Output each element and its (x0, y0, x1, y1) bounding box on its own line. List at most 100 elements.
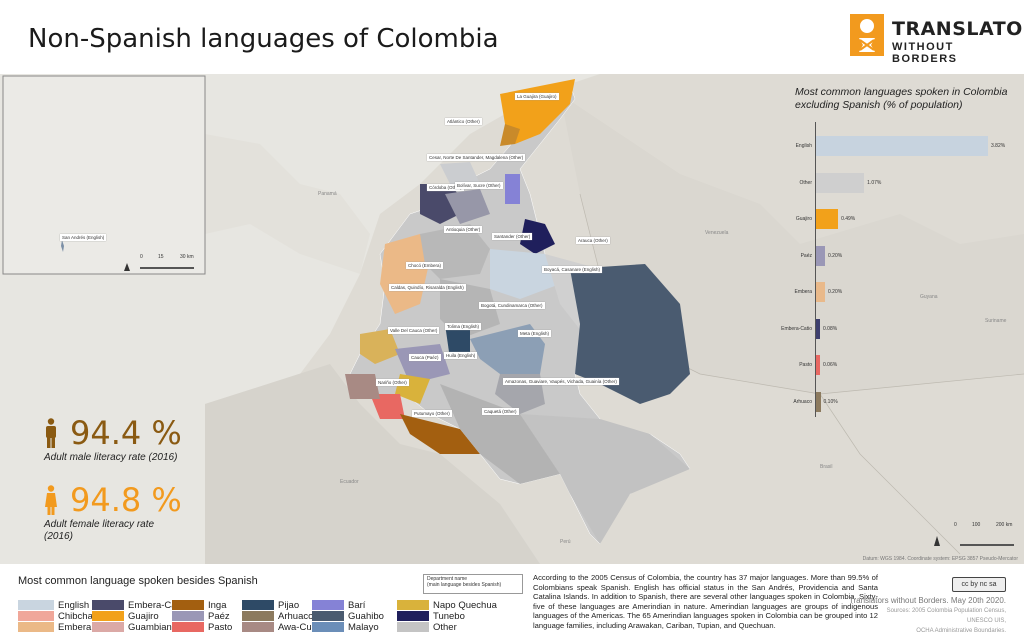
legend-item: Pijao (242, 600, 299, 611)
sources-line1: Sources: 2005 Colombia Population Census… (886, 608, 1006, 614)
legend-label: Chibcha (58, 611, 93, 622)
dept-label[interactable]: Tolima (English) (445, 323, 482, 330)
dept-label[interactable]: Atlántico (Other) (445, 118, 482, 125)
header: Non-Spanish languages of Colombia TRANSL… (0, 0, 1024, 74)
chart-axis (815, 122, 816, 417)
bar-value-label: 0.06% (823, 362, 838, 368)
logo-icon (850, 14, 884, 56)
dept-label[interactable]: Nariño (Other) (376, 379, 409, 386)
dept-label[interactable]: Cesar, Norte De Santander, Magdalena (Ot… (427, 154, 526, 161)
legend-item: Embera (18, 622, 92, 633)
bar[interactable] (816, 245, 825, 266)
dept-label[interactable]: Amazonas, Guaviare, Vaupés, Vichada, Gua… (503, 378, 619, 385)
credits: cc by nc sa Translators without Borders.… (849, 573, 1006, 635)
legend-swatch (312, 600, 344, 611)
legend-swatch (397, 622, 429, 633)
legend-swatch (92, 600, 124, 611)
sources-line2: UNESCO UIS, (966, 618, 1006, 624)
dept-label[interactable]: Putumayo (Other) (412, 410, 452, 417)
legend-key-line2: (main language besides Spanish) (427, 582, 502, 588)
legend-label: Awa-Cuaiquer (278, 622, 339, 633)
male-icon (46, 418, 56, 448)
legend-label: Embera (58, 622, 92, 633)
dept-label[interactable]: Arauca (Other) (576, 237, 610, 244)
legend-label: Malayo (348, 622, 379, 633)
bar-category-label: Paéz (800, 252, 812, 259)
legend-item: Guambiano (92, 622, 177, 633)
dept-label[interactable]: Córdoba (Other) (427, 184, 464, 191)
male-literacy-label: Adult male literacy rate (2016) (44, 452, 178, 463)
datum-text: Datum: WGS 1984. Coordinate system: EPSG… (862, 556, 1018, 562)
legend-title: Most common language spoken besides Span… (18, 575, 258, 587)
bar-category-label: Embera (794, 289, 812, 295)
page-title: Non-Spanish languages of Colombia (28, 24, 499, 54)
dept-label[interactable]: Santander (Other) (492, 233, 533, 240)
legend-key: Department name (main language besides S… (423, 574, 523, 594)
bar-category-label: Other (799, 179, 812, 186)
legend-item: Napo Quechua (397, 600, 497, 611)
legend-swatch (242, 600, 274, 611)
dept-label[interactable]: Caquetá (Other) (482, 408, 519, 415)
legend-swatch (18, 622, 54, 633)
bar[interactable] (816, 172, 865, 193)
dept-label[interactable]: Chocó (Embera) (406, 262, 444, 269)
legend-item: Barí (312, 600, 365, 611)
logo: TRANSLATORS WITHOUT BORDERS (850, 14, 1024, 65)
dept-label[interactable]: Cauca (Paéz) (409, 354, 441, 361)
bar[interactable] (816, 282, 825, 302)
sources-line3: OCHA Administrative Boundaries. (916, 628, 1006, 634)
legend-label: Other (433, 622, 457, 633)
bar-value-label: 0.20% (828, 252, 843, 259)
legend-label: Arhuaco (278, 611, 314, 622)
inset-scale-0: 0 (140, 254, 143, 260)
bar-category-label: Embera-Catio (781, 325, 812, 332)
dept-label[interactable]: La Guajira (Guajiro) (515, 93, 559, 100)
logo-subtext: WITHOUT BORDERS (892, 41, 958, 65)
map[interactable]: Venezuela Panamá Ecuador Perú Brasil Guy… (0, 74, 1024, 564)
country-label: Suriname (985, 318, 1007, 324)
bar-value-label: 0.10% (823, 398, 838, 405)
inset-scale-2: 30 km (180, 254, 194, 260)
bar-value-label: 1.07% (867, 179, 882, 186)
legend-item: Guajiro (92, 611, 159, 622)
bar-category-label: Pasto (799, 362, 812, 368)
legend-label: Guajiro (128, 611, 159, 622)
country-label: Guyana (920, 294, 938, 300)
bar[interactable] (816, 209, 839, 229)
bar[interactable] (816, 318, 820, 339)
bar[interactable] (816, 391, 821, 412)
dept-label[interactable]: Bogotá, Cundinamarca (Other) (479, 302, 545, 309)
dept-label[interactable]: Bolívar, Sucre (Other) (455, 182, 503, 189)
main-scale-2: 200 km (996, 522, 1013, 528)
dept-label[interactable]: Meta (English) (518, 330, 552, 337)
dept-label[interactable]: Valle Del Cauca (Other) (388, 327, 440, 334)
female-literacy-value: 94.8 % (70, 481, 182, 519)
bar-value-label: 0.20% (828, 289, 843, 295)
male-literacy-value: 94.4 % (70, 414, 182, 452)
bar-value-label: 0.49% (841, 216, 856, 222)
country-label: Perú (560, 539, 571, 545)
legend-label: Embera-Catio (128, 600, 187, 611)
legend-label: Inga (208, 600, 227, 611)
female-literacy-label: Adult female literacy rate (2016) (44, 519, 155, 542)
bar[interactable] (816, 355, 820, 375)
dept-label[interactable]: Caldas, Quindío, Risaralda (English) (389, 284, 466, 291)
main-scale-1: 100 (972, 522, 981, 528)
dept-label[interactable]: Huila (English) (444, 352, 478, 359)
inset-scale (124, 263, 194, 271)
legend-item: Guahibo (312, 611, 384, 622)
dept-label[interactable]: Antioquia (Other) (444, 226, 483, 233)
credit-line: Translators without Borders. May 20th 20… (848, 596, 1006, 605)
bar[interactable] (816, 136, 988, 156)
dept-label[interactable]: Boyacá, Casanare (English) (542, 266, 603, 273)
bar-category-label: English (795, 143, 812, 149)
main-scale (934, 536, 1014, 546)
legend-swatch (242, 622, 274, 633)
legend-item: Other (397, 622, 457, 633)
license-badge[interactable]: cc by nc sa (952, 577, 1006, 592)
legend-swatch (397, 611, 429, 622)
legend-swatch (312, 611, 344, 622)
chart-title: Most common languages spoken in Colombia… (795, 86, 1008, 111)
legend-item: Chibcha (18, 611, 93, 622)
legend-label: Napo Quechua (433, 600, 497, 611)
